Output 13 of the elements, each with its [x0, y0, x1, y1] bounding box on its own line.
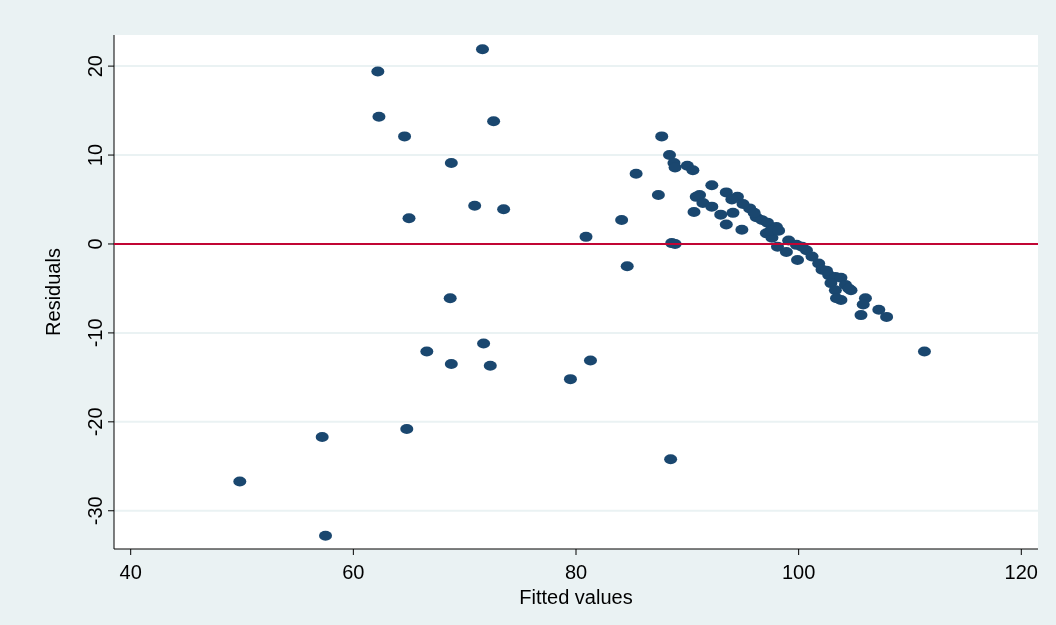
- y-tick-label: -20: [84, 407, 106, 437]
- y-tick-label: 10: [84, 143, 106, 167]
- y-tick-label: 20: [84, 55, 106, 78]
- x-tick-label: 40: [119, 561, 142, 583]
- x-tick-label: 100: [781, 561, 816, 583]
- y-axis-title: Residuals: [42, 248, 64, 336]
- y-tick-label: 0: [84, 238, 106, 250]
- y-tick-label: -10: [84, 318, 106, 348]
- x-tick-label: 120: [1004, 561, 1038, 583]
- x-tick-label: 60: [342, 561, 365, 583]
- x-axis-title: Fitted values: [519, 586, 633, 608]
- y-tick-label: -30: [84, 496, 106, 526]
- x-tick-label: 80: [564, 561, 588, 583]
